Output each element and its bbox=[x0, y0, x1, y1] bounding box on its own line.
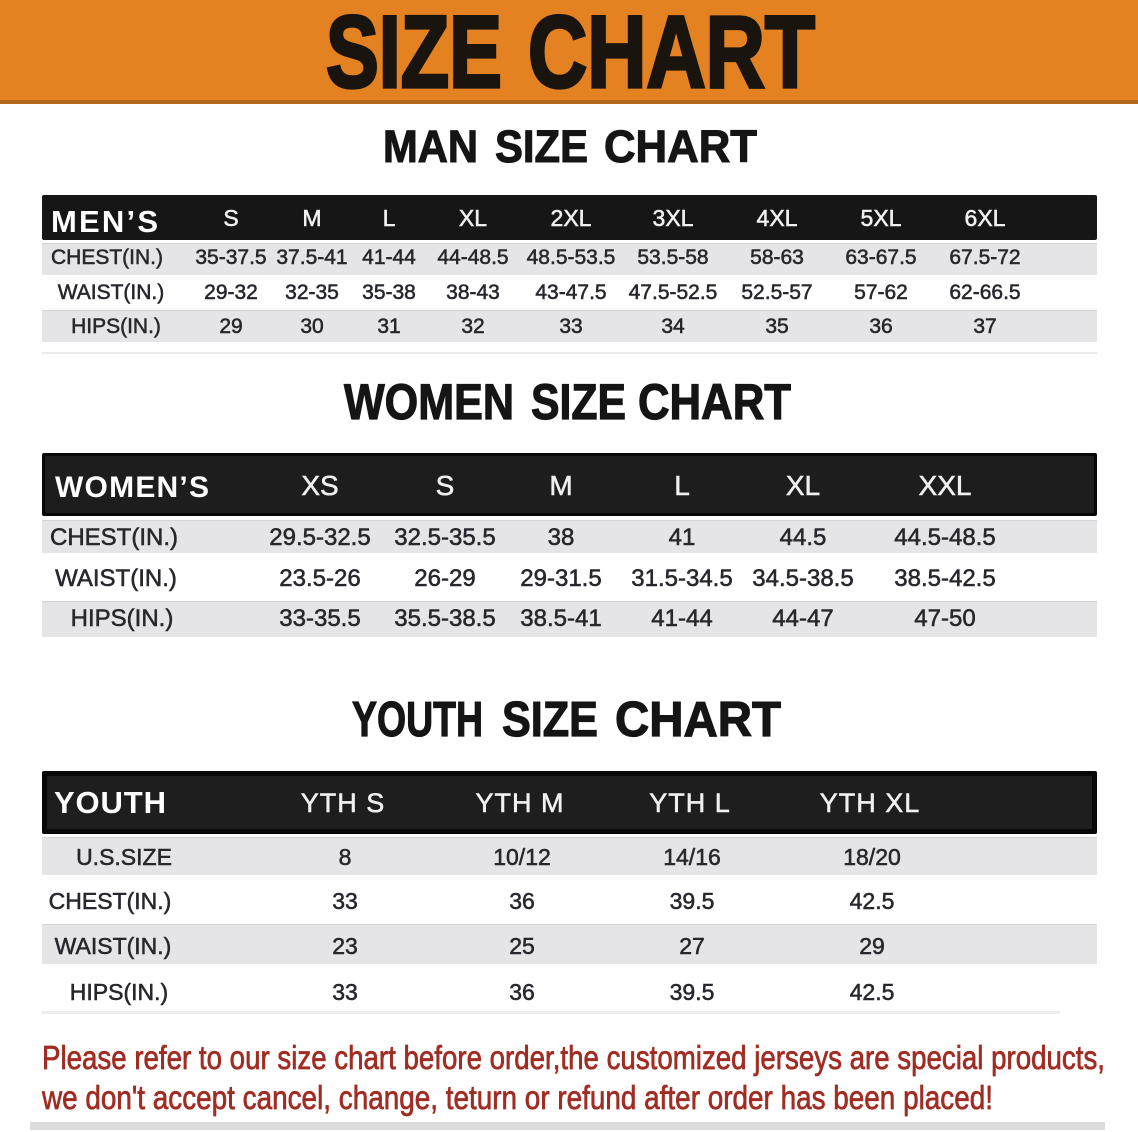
svg-text:CHART: CHART bbox=[604, 122, 757, 173]
svg-text:YOUTH: YOUTH bbox=[54, 785, 166, 820]
svg-text:MAN: MAN bbox=[383, 122, 478, 173]
svg-text:CHART: CHART bbox=[615, 692, 781, 747]
svg-text:CHART: CHART bbox=[528, 0, 815, 109]
svg-text:SIZE: SIZE bbox=[502, 692, 598, 747]
svg-text:we don't accept cancel, change: we don't accept cancel, change, teturn o… bbox=[41, 1079, 993, 1116]
svg-text:SIZE: SIZE bbox=[531, 374, 626, 430]
svg-text:SIZE: SIZE bbox=[495, 122, 588, 173]
svg-text:YOUTH: YOUTH bbox=[352, 692, 483, 747]
svg-text:MEN’S: MEN’S bbox=[51, 204, 158, 239]
svg-text:Please refer to our size chart: Please refer to our size chart before or… bbox=[42, 1039, 1105, 1076]
svg-text:WOMEN’S: WOMEN’S bbox=[55, 471, 209, 504]
svg-text:SIZE: SIZE bbox=[326, 0, 502, 109]
svg-text:WOMEN: WOMEN bbox=[344, 374, 514, 430]
svg-text:CHART: CHART bbox=[638, 374, 791, 430]
